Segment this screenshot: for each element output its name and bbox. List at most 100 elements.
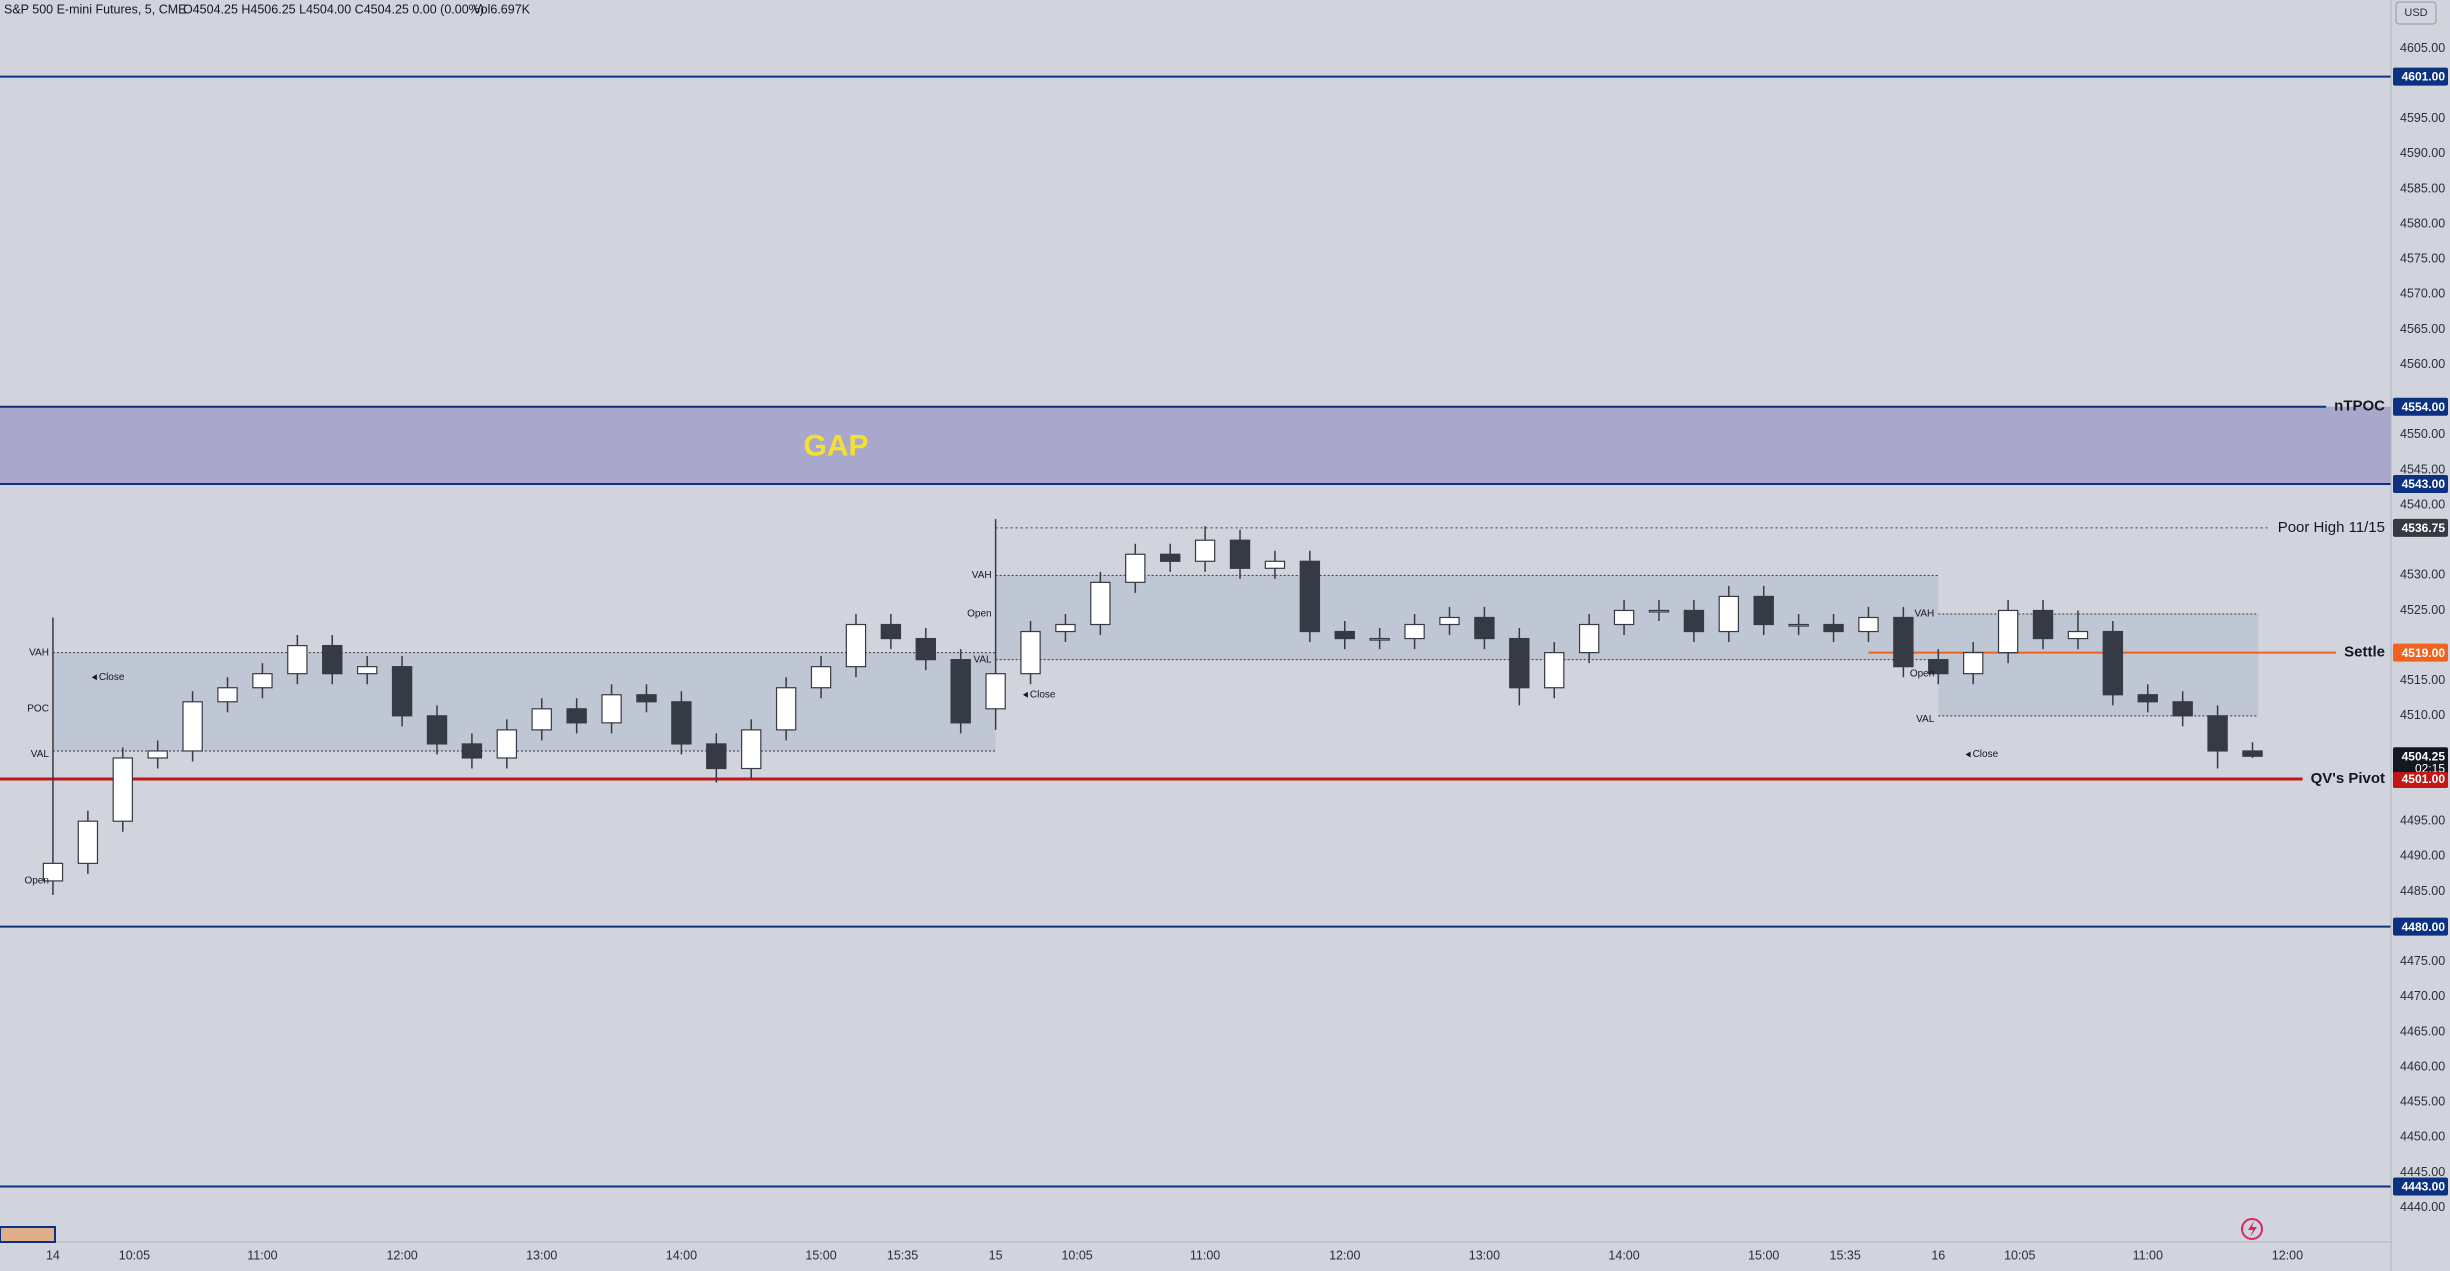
candle-body <box>2032 609 2054 640</box>
y-tick-label: 4575.00 <box>2400 252 2445 266</box>
y-tick-label: 4445.00 <box>2400 1165 2445 1179</box>
x-tick-label: 15:35 <box>887 1248 918 1262</box>
y-tick-label: 4470.00 <box>2400 989 2445 1003</box>
candle-body <box>810 666 832 689</box>
y-tick-label: 4485.00 <box>2400 884 2445 898</box>
x-tick-label: 10:05 <box>1061 1248 1092 1262</box>
y-tick-label: 4455.00 <box>2400 1095 2445 1109</box>
x-tick-label: 14:00 <box>1608 1248 1639 1262</box>
candle-body <box>1648 609 1670 613</box>
candle-body <box>2207 715 2228 752</box>
candle-body <box>1229 539 1251 569</box>
x-tick-label: 12:00 <box>2272 1248 2303 1262</box>
candle-body <box>880 623 902 640</box>
price-tag-bg <box>2393 917 2448 936</box>
candle-body <box>1194 539 1216 562</box>
x-tick-label: 15 <box>989 1248 1003 1262</box>
candle-body <box>1962 652 1984 675</box>
candle-body <box>1753 595 1774 626</box>
price-tag-bg <box>2393 772 2448 789</box>
level-name: Poor High 11/15 <box>2278 519 2385 536</box>
x-tick-label: 10:05 <box>2004 1248 2035 1262</box>
candle-body <box>1788 623 1809 627</box>
candle-body <box>147 750 168 759</box>
candle-body <box>1544 652 1565 689</box>
y-tick-label: 4550.00 <box>2400 427 2445 441</box>
x-tick-label: 11:00 <box>247 1248 277 1262</box>
y-tick-label: 4590.00 <box>2400 146 2445 160</box>
candle-body <box>1125 553 1146 583</box>
y-tick-label: 4490.00 <box>2400 849 2445 863</box>
x-tick-label: 15:00 <box>805 1248 836 1262</box>
price-tag-bg <box>2393 1177 2448 1196</box>
currency-button[interactable] <box>2395 1 2437 25</box>
candle-body <box>2137 694 2158 703</box>
ohlc-readout: O4504.25 H4506.25 L4504.00 C4504.25 0.00… <box>183 2 484 16</box>
y-tick-label: 4525.00 <box>2400 603 2445 617</box>
candle-body <box>1055 623 1076 633</box>
level-name: nTPOC <box>2334 398 2385 415</box>
candle-body <box>461 743 483 759</box>
currency[interactable]: USD <box>2404 7 2427 19</box>
y-tick-label: 4605.00 <box>2400 41 2445 55</box>
y-tick-label: 4585.00 <box>2400 181 2445 195</box>
value-area <box>1938 613 2259 716</box>
y-tick-label: 4475.00 <box>2400 954 2445 968</box>
gap-label: GAP <box>803 429 868 462</box>
candle-body <box>217 687 238 703</box>
annotation: VAL <box>31 749 50 760</box>
y-tick-label: 4545.00 <box>2400 462 2445 476</box>
candle-body <box>1928 659 1949 675</box>
price-tag-label: 4554.00 <box>2402 400 2446 414</box>
annotation: VAL <box>1916 714 1935 725</box>
price-tag-bg <box>2393 518 2448 537</box>
annotation: Open <box>967 609 991 620</box>
candle-body <box>42 862 64 882</box>
x-tick-label: 11:00 <box>1190 1248 1220 1262</box>
x-tick-label: 15:35 <box>1830 1248 1861 1262</box>
candle-body <box>671 701 692 745</box>
price-tag-label: 4601.00 <box>2402 70 2446 84</box>
price-tag-bg <box>2393 643 2448 662</box>
candle-body <box>1334 630 1355 640</box>
candle-body <box>845 623 867 668</box>
x-tick-label: 11:00 <box>2133 1248 2163 1262</box>
x-tick-label: 13:00 <box>526 1248 557 1262</box>
x-tick-label: 10:05 <box>119 1248 150 1262</box>
candle-body <box>1159 553 1181 562</box>
alert-icon[interactable] <box>2241 1218 2263 1240</box>
y-tick-label: 4595.00 <box>2400 111 2445 125</box>
candle-body <box>356 666 378 675</box>
x-tick-label: 15:00 <box>1748 1248 1779 1262</box>
candle-body <box>1404 623 1425 640</box>
x-tick-label: 14:00 <box>666 1248 697 1262</box>
x-tick-label: 14 <box>46 1248 60 1262</box>
annotation: VAH <box>972 570 992 581</box>
alert-bolt[interactable] <box>2248 1221 2257 1237</box>
candle-body <box>1264 560 1286 569</box>
candle-body <box>1997 609 2019 654</box>
annotation-arrow <box>1022 691 1028 698</box>
last-price-tag-bg <box>2393 747 2448 777</box>
annotation: Open <box>24 876 48 887</box>
y-tick-label: 4560.00 <box>2400 357 2445 371</box>
candle-body <box>1823 623 1844 633</box>
value-area <box>995 575 1939 660</box>
candle-body <box>77 820 99 864</box>
candle-body <box>112 757 133 822</box>
candle-body <box>426 715 448 745</box>
y-tick-label: 4580.00 <box>2400 216 2445 230</box>
candle-body <box>775 687 797 731</box>
y-tick-label: 4510.00 <box>2400 708 2445 722</box>
y-tick-label: 4530.00 <box>2400 568 2445 582</box>
candle-body <box>391 666 413 717</box>
alert-circle[interactable] <box>2241 1218 2263 1240</box>
candle-body <box>2172 701 2193 717</box>
candle-body <box>1299 560 1321 633</box>
candle-body <box>182 701 203 752</box>
candle-body <box>1474 616 1495 640</box>
x-tick-label: 12:00 <box>386 1248 417 1262</box>
price-tag-bg <box>2393 67 2448 86</box>
candle-body <box>1439 616 1460 626</box>
